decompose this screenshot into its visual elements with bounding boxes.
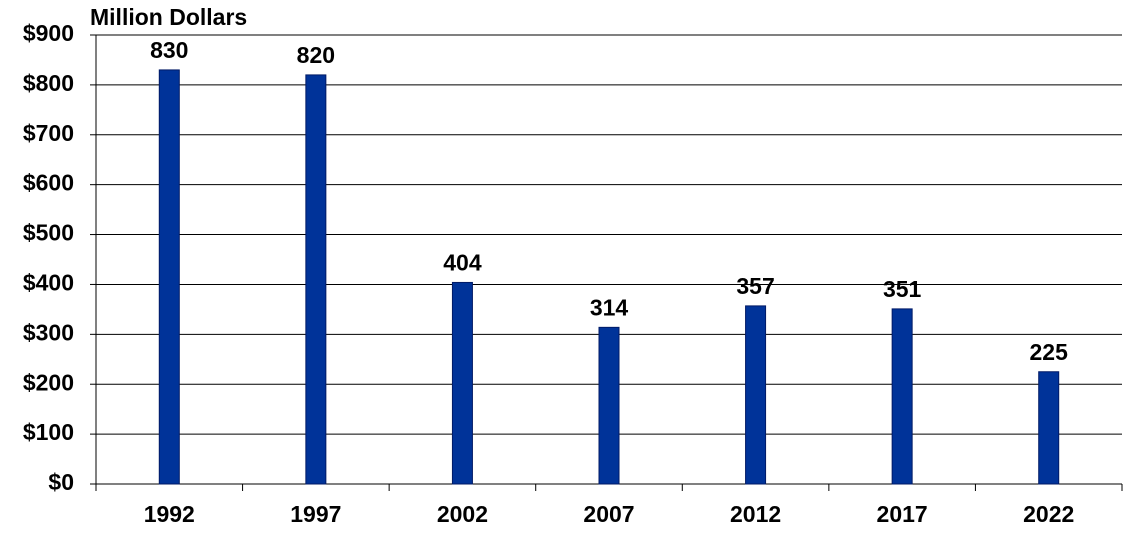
y-tick-label: $500 bbox=[23, 220, 74, 246]
y-tick-label: $700 bbox=[23, 120, 74, 146]
y-tick-label: $900 bbox=[23, 20, 74, 46]
data-label: 404 bbox=[443, 250, 482, 276]
x-tick-label: 2017 bbox=[877, 501, 928, 527]
y-axis-label: Million Dollars bbox=[90, 4, 247, 30]
data-label: 830 bbox=[150, 37, 188, 63]
y-tick-label: $800 bbox=[23, 70, 74, 96]
bar bbox=[598, 326, 620, 485]
data-label: 314 bbox=[590, 294, 629, 320]
x-tick-label: 2022 bbox=[1023, 501, 1074, 527]
x-tick-label: 2012 bbox=[730, 501, 781, 527]
y-tick-label: $100 bbox=[23, 419, 74, 445]
y-tick-label: $0 bbox=[48, 469, 74, 495]
y-tick-label: $300 bbox=[23, 319, 74, 345]
x-tick-label: 1992 bbox=[144, 501, 195, 527]
data-label: 820 bbox=[297, 42, 335, 68]
y-tick-label: $400 bbox=[23, 270, 74, 296]
bar bbox=[745, 305, 767, 485]
bar bbox=[1038, 371, 1060, 485]
x-tick-label: 2002 bbox=[437, 501, 488, 527]
x-tick-label: 2007 bbox=[583, 501, 634, 527]
y-tick-label: $200 bbox=[23, 369, 74, 395]
x-tick-label: 1997 bbox=[290, 501, 341, 527]
bar bbox=[451, 281, 473, 485]
bar bbox=[158, 69, 180, 485]
data-label: 351 bbox=[883, 276, 922, 302]
bar bbox=[891, 308, 913, 485]
data-label: 225 bbox=[1030, 339, 1069, 365]
data-label: 357 bbox=[736, 273, 774, 299]
bar bbox=[305, 74, 327, 485]
y-tick-label: $600 bbox=[23, 170, 74, 196]
